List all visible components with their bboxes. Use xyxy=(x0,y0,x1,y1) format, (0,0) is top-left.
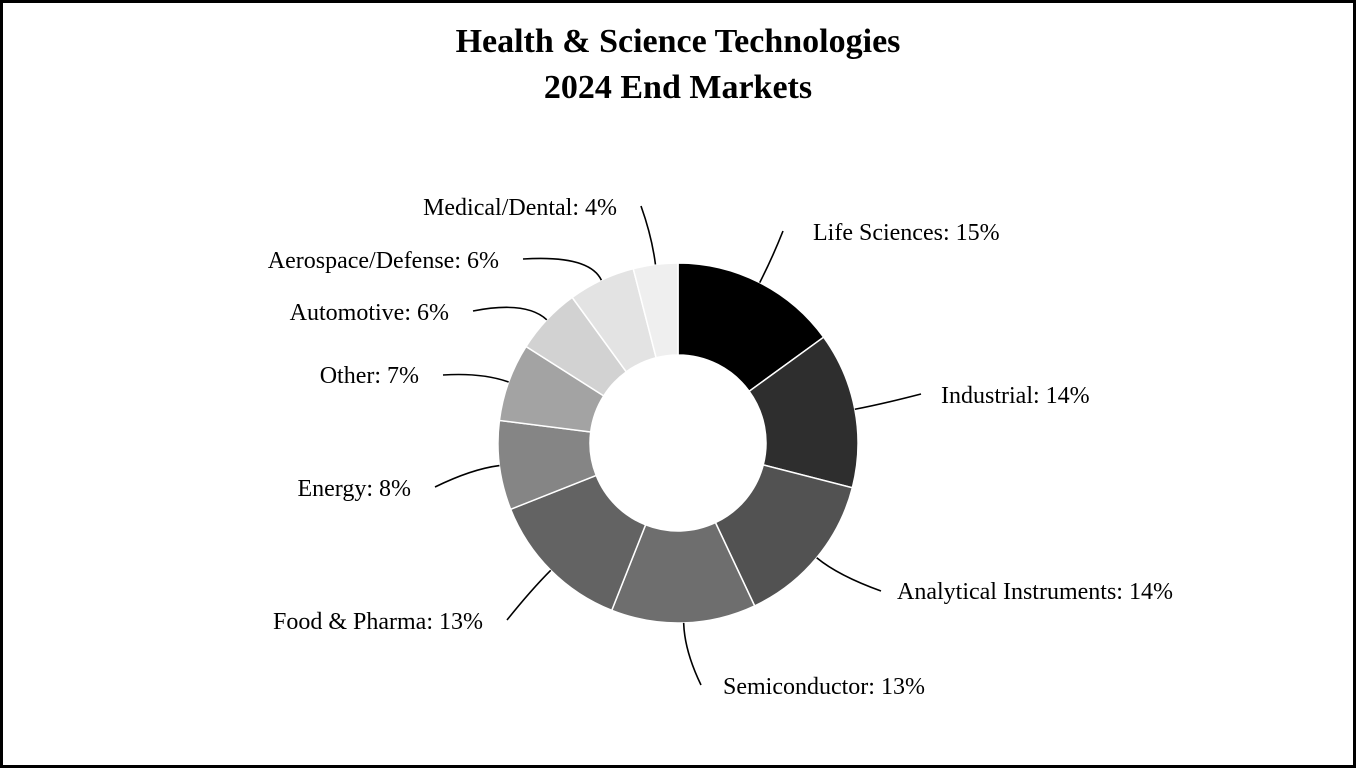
slice-life-sciences xyxy=(677,262,825,393)
data-label-other: Other: 7% xyxy=(320,363,419,389)
data-label-aerospace-defense: Aerospace/Defense: 6% xyxy=(268,248,499,274)
data-label-energy: Energy: 8% xyxy=(297,476,411,502)
data-label-semiconductor: Semiconductor: 13% xyxy=(723,674,925,700)
slice-industrial xyxy=(748,336,859,489)
leader-line-life-sciences xyxy=(759,230,784,283)
leader-line-food-pharma xyxy=(506,569,552,621)
data-label-analytical-instruments: Analytical Instruments: 14% xyxy=(897,579,1173,605)
leader-line-aerospace-defense xyxy=(522,257,603,281)
data-label-industrial: Industrial: 14% xyxy=(941,383,1090,409)
data-label-automotive: Automotive: 6% xyxy=(290,300,449,326)
data-label-medical-dental: Medical/Dental: 4% xyxy=(423,195,617,221)
data-label-life-sciences: Life Sciences: 15% xyxy=(813,220,1000,246)
leader-line-energy xyxy=(434,464,500,488)
donut-chart: Life Sciences: 15% Industrial: 14% Analyti… xyxy=(268,195,1173,700)
leader-line-semiconductor xyxy=(682,622,702,686)
leader-line-industrial xyxy=(854,393,922,411)
data-label-food-pharma: Food & Pharma: 13% xyxy=(273,609,483,635)
slice-analytical-instruments xyxy=(714,463,854,607)
slice-medical-dental xyxy=(632,262,679,359)
leader-line-analytical-instruments xyxy=(816,557,882,592)
chart-title-line-1: Health & Science Technologies xyxy=(455,23,901,60)
leader-line-automotive xyxy=(472,306,548,321)
leader-line-medical-dental xyxy=(640,205,657,265)
chart-title: Health & Science Technologies 2024 End M… xyxy=(3,19,1353,111)
leader-line-other xyxy=(442,373,509,383)
chart-subtitle: 2024 End Markets xyxy=(543,69,813,106)
